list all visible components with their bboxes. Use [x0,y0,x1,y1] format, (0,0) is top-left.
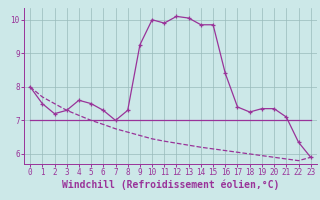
X-axis label: Windchill (Refroidissement éolien,°C): Windchill (Refroidissement éolien,°C) [62,180,279,190]
